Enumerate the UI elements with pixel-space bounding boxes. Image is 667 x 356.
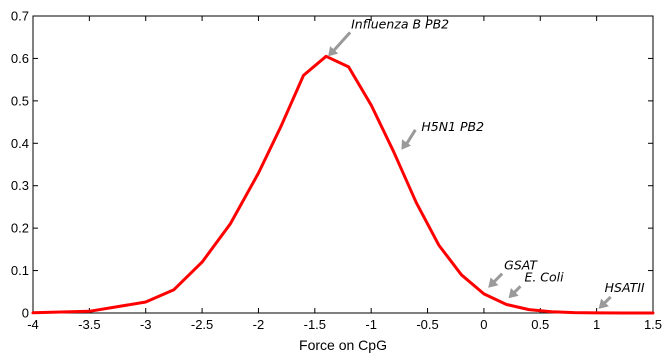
x-tick-label: 0.5 (531, 317, 549, 332)
y-tick-label: 0.3 (11, 178, 29, 193)
x-axis-title: Force on CpG (299, 337, 387, 353)
annotation: GSAT (488, 258, 538, 288)
annotation: H5N1 PB2 (401, 119, 484, 150)
annotation-arrow-head (488, 277, 499, 288)
x-tick-label: -0.5 (416, 317, 438, 332)
annotation-arrow-head (508, 288, 519, 299)
annotation-label: E. Coli (524, 269, 564, 284)
annotation-arrow-head (598, 298, 609, 309)
annotation-label: H5N1 PB2 (421, 119, 484, 134)
series-layer (31, 54, 655, 315)
x-tick-label: 1 (593, 317, 600, 332)
x-tick-label: -3 (140, 317, 152, 332)
plot-frame (32, 15, 654, 314)
x-axis: -4 -3.5 -3 -2.5 -2 -1.5 -1 -0.5 0 0.5 1 1.5 (27, 16, 662, 332)
annotation: E. Coli (508, 269, 564, 299)
y-tick-label: 0.7 (11, 9, 29, 24)
annotation: HSATII (598, 280, 645, 309)
density-curve (31, 54, 655, 315)
annotation: Influenza B PB2 (328, 16, 449, 57)
x-tick-label: 1.5 (644, 317, 662, 332)
annotation-arrow-head (328, 46, 339, 57)
y-tick-label: 0.2 (11, 221, 29, 236)
y-tick-label: 0.4 (11, 136, 29, 151)
x-tick-label: 0 (480, 317, 487, 332)
x-tick-label: -3.5 (78, 317, 100, 332)
y-tick-label: 0.6 (11, 51, 29, 66)
y-tick-label: 0.5 (11, 93, 29, 108)
annotation-label: Influenza B PB2 (351, 16, 449, 31)
x-tick-label: -2.5 (191, 317, 213, 332)
y-tick-label: 0.1 (11, 263, 29, 278)
plot-area: -4 -3.5 -3 -2.5 -2 -1.5 -1 -0.5 0 0.5 1 1.5 0 0.1 0.2… (11, 9, 662, 333)
x-tick-label: -4 (27, 317, 39, 332)
x-tick-label: -2 (253, 317, 265, 332)
annotation-arrow-head (401, 139, 411, 150)
x-tick-label: -1 (365, 317, 377, 332)
y-axis: 0 0.1 0.2 0.3 0.4 0.5 0.6 0.7 (11, 9, 653, 321)
y-tick-label: 0 (22, 306, 29, 321)
annotation-label: HSATII (605, 280, 645, 295)
x-tick-label: -1.5 (304, 317, 326, 332)
annotation-arrow-shaft (330, 31, 352, 54)
annotation-label: GSAT (504, 258, 538, 273)
